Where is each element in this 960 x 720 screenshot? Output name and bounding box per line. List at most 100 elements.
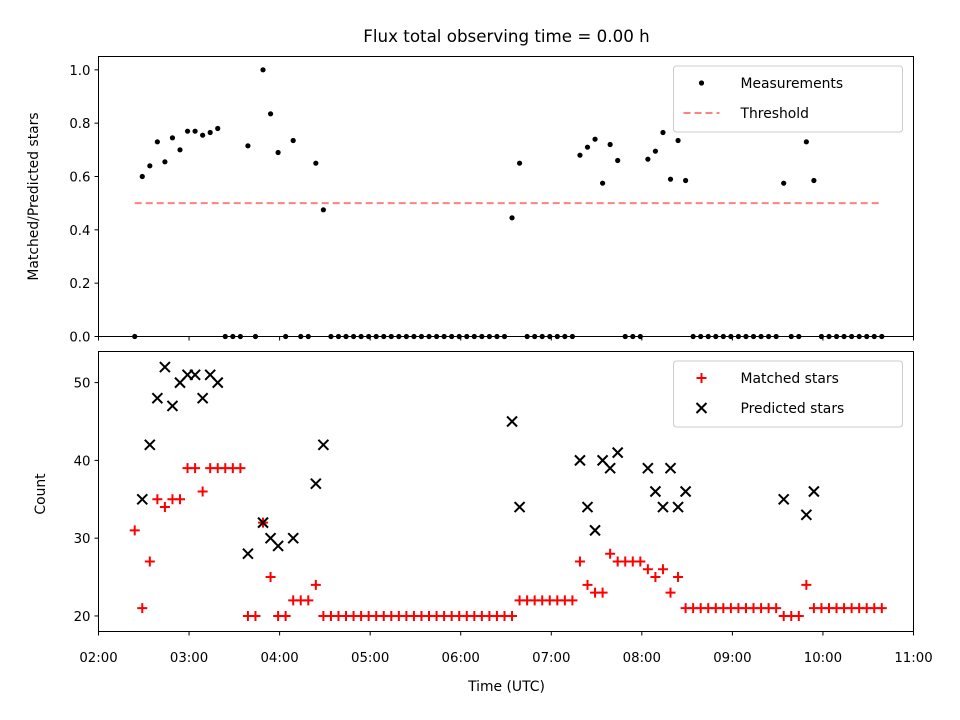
bottom-point	[642, 564, 653, 575]
bottom-point	[287, 532, 299, 544]
bottom-point	[650, 572, 661, 583]
bottom-point	[808, 485, 820, 498]
bottom-panel: 20 30 40 50 Count Matched stars Predicted st…	[33, 351, 914, 636]
bottom-series-plus	[129, 463, 887, 621]
bottom-point	[597, 587, 608, 598]
bottom-point	[611, 446, 624, 459]
bottom-point	[166, 400, 179, 412]
bottom-point	[582, 579, 593, 590]
top-y-tick-label: 0.2	[69, 277, 90, 292]
top-point	[275, 149, 281, 156]
bottom-point	[129, 525, 140, 536]
bottom-point	[190, 463, 201, 474]
top-y-tick-label: 1.0	[69, 64, 90, 79]
bottom-point	[771, 603, 782, 614]
bottom-point	[137, 603, 148, 614]
bottom-y-tick-label: 20	[74, 610, 91, 625]
top-point	[592, 136, 598, 142]
bottom-point	[189, 369, 201, 381]
bottom-legend-swatch	[696, 373, 707, 383]
bottom-legend-box	[673, 360, 903, 428]
bottom-point	[567, 595, 578, 606]
top-legend-box	[673, 65, 903, 133]
top-point	[781, 180, 787, 186]
top-point	[675, 137, 681, 144]
x-axis-label: Time (UTC)	[467, 679, 545, 695]
top-point	[169, 135, 176, 141]
top-point	[154, 139, 160, 145]
top-point	[184, 128, 191, 134]
top-panel: 0.0 0.2 0.4 0.6 0.8 1.0 Matched/Predicted sta…	[26, 56, 914, 346]
top-point	[667, 176, 674, 182]
bottom-point	[574, 556, 585, 567]
top-point	[192, 128, 198, 134]
top-point	[645, 156, 651, 162]
top-point	[245, 143, 251, 149]
bottom-point	[672, 501, 684, 513]
top-point	[139, 173, 145, 180]
top-point	[147, 163, 153, 169]
top-point	[803, 139, 809, 145]
bottom-point	[242, 548, 254, 560]
bottom-point	[657, 501, 669, 513]
x-tick-label: 11:00	[894, 651, 932, 666]
bottom-point	[801, 579, 812, 590]
bottom-point	[144, 439, 156, 451]
bottom-point	[280, 610, 291, 621]
top-legend-swatch	[698, 80, 705, 86]
top-point	[200, 132, 206, 138]
bottom-legend: Matched stars Predicted stars	[673, 360, 903, 428]
x-tick-label: 09:00	[713, 651, 751, 666]
bottom-legend-swatch	[695, 402, 708, 414]
bottom-point	[664, 462, 677, 474]
top-point	[615, 157, 621, 164]
x-tick-label: 07:00	[532, 651, 570, 666]
bottom-point	[589, 524, 601, 537]
bottom-y-tick-label: 50	[74, 377, 91, 392]
bottom-point	[151, 392, 164, 404]
bottom-point	[310, 579, 321, 590]
bottom-axes-frame	[98, 351, 914, 632]
x-tick-label: 08:00	[623, 651, 661, 666]
x-tick-label: 10:00	[804, 651, 842, 666]
bottom-point	[257, 516, 269, 529]
bottom-point	[272, 540, 284, 552]
bottom-y-tick-label: 40	[74, 454, 91, 469]
bottom-point	[175, 494, 185, 505]
bottom-point	[642, 462, 654, 474]
top-point	[509, 215, 515, 221]
top-point	[811, 177, 817, 184]
bottom-point	[581, 501, 594, 513]
top-y-tick-label: 0.0	[69, 331, 90, 346]
bottom-point	[303, 595, 314, 606]
bottom-series-x	[136, 361, 820, 560]
top-legend: Measurements Threshold	[673, 65, 903, 133]
bottom-point	[635, 556, 646, 567]
bottom-point	[793, 610, 804, 621]
top-point	[313, 160, 319, 166]
bottom-point	[197, 486, 208, 497]
bottom-point	[506, 415, 518, 428]
bottom-point	[604, 462, 616, 474]
top-axes-frame	[98, 56, 914, 337]
top-point	[577, 152, 583, 158]
bottom-point	[310, 478, 322, 490]
top-point	[584, 144, 591, 150]
x-tick-label: 05:00	[351, 651, 389, 666]
bottom-ylabel: Count	[33, 473, 49, 515]
bottom-plot-area: 20 30 40 50	[74, 361, 914, 636]
x-axis: 02:00 03:00 04:00 05:00 06:00 07:00 08:00 09:00…	[79, 651, 932, 666]
bottom-point	[665, 587, 676, 598]
bottom-point	[136, 493, 148, 505]
top-point	[683, 177, 689, 184]
top-y-tick-label: 0.8	[69, 117, 90, 132]
bottom-point	[679, 485, 692, 498]
bottom-point	[159, 361, 171, 373]
x-tick-label: 02:00	[79, 651, 117, 666]
top-y-tick-label: 0.4	[69, 224, 90, 239]
bottom-point	[196, 392, 209, 404]
top-point	[320, 207, 326, 213]
top-point	[290, 137, 296, 144]
bottom-point	[800, 509, 813, 521]
